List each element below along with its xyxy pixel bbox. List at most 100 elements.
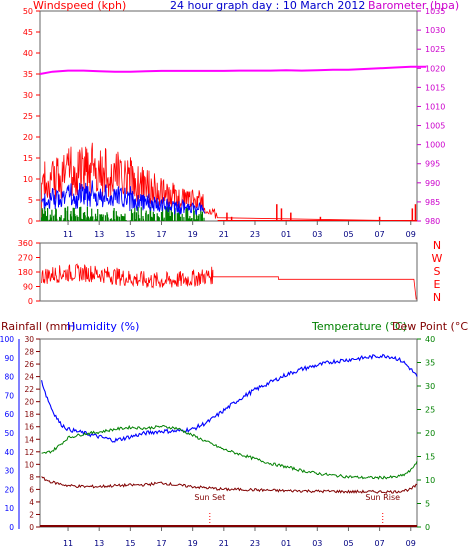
humidity-tick-label: 80	[4, 373, 14, 382]
rainfall-tick-label: 20	[24, 398, 34, 407]
humidity-tick-label: 30	[4, 467, 14, 476]
top-x-tick-label: 11	[63, 230, 73, 239]
rainfall-axis-title: Rainfall (mm)	[1, 320, 75, 333]
windspeed-tick-label: 30	[23, 91, 33, 100]
rainfall-tick-label: 10	[24, 460, 34, 469]
temperature-tick-label: 30	[425, 382, 435, 391]
barometer-tick-label: 1025	[425, 45, 445, 54]
direction-tick-label: 270	[18, 254, 33, 263]
barometer-tick-label: 985	[425, 198, 440, 207]
top-x-tick-label: 23	[250, 230, 260, 239]
windspeed-tick-label: 10	[23, 175, 33, 184]
top-x-tick-label: 07	[375, 230, 385, 239]
rainfall-tick-label: 26	[24, 360, 34, 369]
barometer-tick-label: 995	[425, 160, 440, 169]
rainfall-tick-label: 14	[24, 435, 34, 444]
bottom-x-tick-label: 09	[406, 539, 416, 548]
windspeed-tick-label: 0	[28, 217, 33, 226]
rainfall-tick-label: 22	[24, 385, 34, 394]
top-x-tick-label: 21	[219, 230, 229, 239]
graph-title: 24 hour graph day : 10 March 2012	[170, 0, 365, 12]
rainfall-tick-label: 6	[29, 485, 34, 494]
humidity-tick-label: 20	[4, 485, 14, 494]
barometer-tick-label: 980	[425, 217, 440, 226]
humidity-axis-title: Humidity (%)	[67, 320, 139, 333]
direction-tick-label: 0	[28, 297, 33, 306]
windspeed-min-bars	[41, 206, 205, 221]
windspeed-tick-label: 40	[23, 49, 33, 58]
barometer-tick-label: 990	[425, 179, 440, 188]
humidity-tick-label: 0	[9, 523, 14, 532]
compass-label: E	[434, 278, 441, 291]
rainfall-tick-label: 16	[24, 423, 34, 432]
direction-tick-label: 180	[18, 268, 33, 277]
sunset-label: Sun Set	[194, 493, 225, 502]
temperature-tick-label: 35	[425, 359, 435, 368]
bottom-x-tick-label: 17	[156, 539, 166, 548]
top-x-tick-label: 03	[312, 230, 322, 239]
barometer-tick-label: 1030	[425, 26, 445, 35]
dewpoint-axis-title: Dew Point (°C)	[392, 320, 468, 333]
windspeed-gust-line	[41, 142, 418, 222]
barometer-tick-label: 1005	[425, 122, 445, 131]
direction-tick-label: 90	[23, 283, 33, 292]
dewpoint-line	[41, 476, 418, 494]
compass-label: S	[434, 265, 441, 278]
temperature-tick-label: 5	[425, 500, 430, 509]
temperature-tick-label: 10	[425, 476, 435, 485]
windspeed-tick-label: 35	[23, 70, 33, 79]
windspeed-tick-label: 50	[23, 7, 33, 16]
direction-tick-label: 360	[18, 239, 33, 248]
windspeed-tick-label: 25	[23, 112, 33, 121]
compass-label: W	[432, 252, 443, 265]
barometer-tick-label: 1000	[425, 141, 445, 150]
rainfall-tick-label: 8	[29, 473, 34, 482]
barometer-axis-title: Barometer (hpa)	[368, 0, 459, 12]
top-x-tick-label: 15	[125, 230, 135, 239]
rainfall-tick-label: 18	[24, 410, 34, 419]
humidity-tick-label: 10	[4, 504, 14, 513]
sunrise-label: Sun Rise	[365, 493, 400, 502]
humidity-tick-label: 60	[4, 410, 14, 419]
humidity-tick-label: 40	[4, 448, 14, 457]
bottom-x-tick-label: 19	[188, 539, 198, 548]
windspeed-tick-label: 5	[28, 196, 33, 205]
bottom-x-tick-label: 05	[343, 539, 353, 548]
compass-label: N	[433, 291, 441, 304]
bottom-x-tick-label: 13	[94, 539, 104, 548]
bottom-x-tick-label: 01	[281, 539, 291, 548]
top-x-tick-label: 13	[94, 230, 104, 239]
temperature-tick-label: 20	[425, 429, 435, 438]
windspeed-axis-title: Windspeed (kph)	[33, 0, 126, 12]
barometer-tick-label: 1035	[425, 7, 445, 16]
windspeed-tick-label: 20	[23, 133, 33, 142]
bottom-x-tick-label: 03	[312, 539, 322, 548]
rainfall-tick-label: 12	[24, 448, 34, 457]
top-x-tick-label: 09	[406, 230, 416, 239]
bottom-x-tick-label: 21	[219, 539, 229, 548]
temperature-tick-label: 0	[425, 523, 430, 532]
bottom-x-tick-label: 23	[250, 539, 260, 548]
windspeed-average-line	[41, 180, 206, 216]
barometer-tick-label: 1020	[425, 64, 445, 73]
bottom-x-tick-label: 07	[375, 539, 385, 548]
barometer-tick-label: 1015	[425, 83, 445, 92]
rainfall-tick-label: 2	[29, 510, 34, 519]
bottom-x-tick-label: 15	[125, 539, 135, 548]
top-x-tick-label: 05	[343, 230, 353, 239]
top-x-tick-label: 17	[156, 230, 166, 239]
temperature-axis-title: Temperature (°C)	[311, 320, 407, 333]
compass-label: N	[433, 239, 441, 252]
temperature-tick-label: 15	[425, 453, 435, 462]
wind-direction-line	[41, 263, 417, 300]
humidity-line	[41, 353, 418, 443]
temperature-tick-label: 40	[425, 335, 435, 344]
barometer-tick-label: 1010	[425, 102, 445, 111]
top-x-tick-label: 19	[188, 230, 198, 239]
humidity-tick-label: 100	[0, 335, 14, 344]
temperature-line	[41, 424, 418, 480]
rainfall-tick-label: 28	[24, 348, 34, 357]
temperature-tick-label: 25	[425, 406, 435, 415]
bottom-x-tick-label: 11	[63, 539, 73, 548]
